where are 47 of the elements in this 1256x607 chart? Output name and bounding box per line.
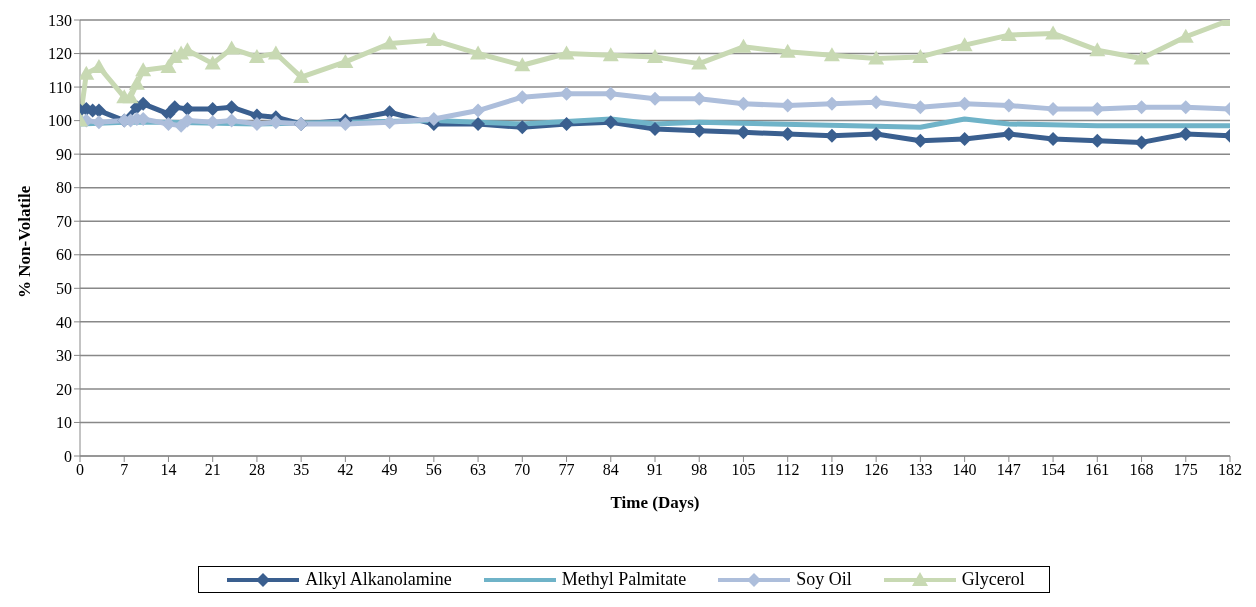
x-tick-label: 105 <box>731 461 756 479</box>
y-tick-label: 70 <box>56 212 72 230</box>
legend-label: Alkyl Alkanolamine <box>304 569 452 590</box>
x-tick-label: 84 <box>602 461 619 479</box>
x-tick-label: 175 <box>1173 461 1198 479</box>
y-tick-label: 80 <box>56 179 72 197</box>
x-tick-label: 133 <box>908 461 933 479</box>
x-tick-label: 7 <box>120 461 129 479</box>
x-axis-title: Time (Days) <box>610 493 700 512</box>
x-tick-label: 91 <box>647 461 663 479</box>
y-tick-label: 20 <box>56 380 72 398</box>
legend-label: Glycerol <box>960 569 1025 590</box>
y-tick-label: 100 <box>48 112 72 130</box>
y-tick-label: 30 <box>56 347 72 365</box>
x-tick-label: 63 <box>470 461 487 479</box>
x-tick-label: 161 <box>1085 461 1110 479</box>
x-tick-label: 56 <box>425 461 442 479</box>
x-tick-label: 112 <box>775 461 800 479</box>
x-tick-label: 147 <box>996 461 1021 479</box>
x-tick-label: 49 <box>381 461 398 479</box>
x-tick-label: 35 <box>293 461 310 479</box>
y-tick-label: 60 <box>56 246 72 264</box>
x-tick-label: 182 <box>1218 461 1242 479</box>
x-tick-label: 28 <box>248 461 265 479</box>
y-tick-label: 90 <box>56 145 72 163</box>
y-tick-label: 0 <box>64 447 72 465</box>
x-tick-label: 21 <box>204 461 221 479</box>
x-tick-label: 154 <box>1041 461 1066 479</box>
y-tick-label: 110 <box>48 78 72 96</box>
x-tick-label: 0 <box>76 461 84 479</box>
x-tick-label: 119 <box>820 461 844 479</box>
y-tick-label: 130 <box>48 11 72 29</box>
legend-label: Methyl Palmitate <box>560 569 687 590</box>
x-tick-label: 126 <box>864 461 889 479</box>
x-tick-label: 14 <box>160 461 177 479</box>
y-axis-title: % Non-Volatile <box>15 185 35 298</box>
x-tick-label: 70 <box>514 461 531 479</box>
y-tick-label: 120 <box>48 45 72 63</box>
x-tick-label: 77 <box>558 461 575 479</box>
y-tick-label: 40 <box>56 313 72 331</box>
x-tick-label: 140 <box>952 461 977 479</box>
x-tick-label: 42 <box>337 461 354 479</box>
y-tick-label: 10 <box>56 414 72 432</box>
x-tick-label: 168 <box>1129 461 1154 479</box>
legend-label: Soy Oil <box>795 569 852 590</box>
y-tick-label: 50 <box>56 279 72 297</box>
x-tick-label: 98 <box>691 461 708 479</box>
